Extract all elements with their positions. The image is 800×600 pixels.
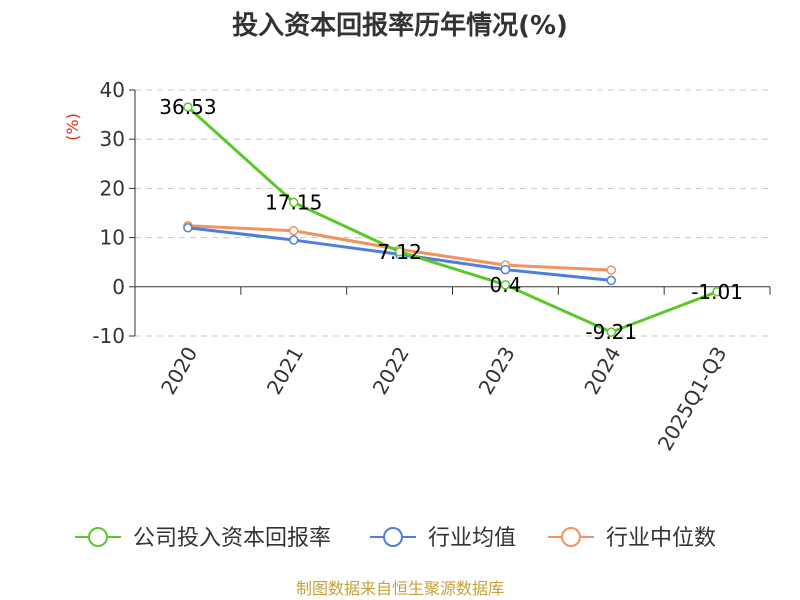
x-tick-label: 2020 <box>156 343 202 399</box>
legend-marker-icon <box>88 527 108 547</box>
x-tick-label: 2025Q1-Q3 <box>653 343 732 455</box>
source-note: 制图数据来自恒生聚源数据库 <box>296 579 504 598</box>
y-tick-label: 40 <box>100 78 125 102</box>
legend-label: 行业中位数 <box>606 526 716 551</box>
data-point <box>183 102 193 112</box>
data-label: 17.15 <box>265 190 322 214</box>
x-tick-label: 2021 <box>262 343 308 399</box>
data-label: -9.21 <box>585 320 637 344</box>
data-label: 0.4 <box>490 273 522 297</box>
y-tick-label: 30 <box>100 127 125 151</box>
y-tick-label: 0 <box>112 275 125 299</box>
data-point <box>289 235 299 245</box>
data-label: -1.01 <box>691 280 743 304</box>
data-point <box>606 265 616 275</box>
legend-label: 公司投入资本回报率 <box>133 526 331 551</box>
legend[interactable]: 公司投入资本回报率 行业均值 行业中位数 <box>75 526 716 551</box>
data-point <box>394 247 405 257</box>
data-point <box>289 197 299 208</box>
data-point <box>606 327 616 337</box>
axes: 40 30 20 10 0 -10 2020 2021 2022 2023 2024 2025Q1-Q… <box>92 78 771 455</box>
grid-lines <box>135 89 770 337</box>
data-labels: 36.53 17.15 7.12 0.4 -9.21 -1.01 <box>159 95 743 344</box>
legend-label: 行业均值 <box>428 526 516 551</box>
data-point <box>289 225 299 236</box>
legend-marker-icon <box>383 527 403 547</box>
legend-item-1[interactable]: 行业均值 <box>370 526 516 551</box>
data-point <box>606 275 616 286</box>
x-tick-label: 2024 <box>579 343 625 399</box>
y-tick-label: 10 <box>100 226 125 250</box>
x-tick-label: 2022 <box>368 343 414 399</box>
data-label: 36.53 <box>159 95 216 119</box>
data-point <box>183 223 193 233</box>
y-tick-label: 20 <box>100 176 125 200</box>
y-tick-label: -10 <box>92 324 125 348</box>
data-point <box>712 287 722 297</box>
data-label: 7.12 <box>377 240 422 264</box>
legend-item-0[interactable]: 公司投入资本回报率 <box>75 526 331 551</box>
legend-marker-icon <box>561 527 581 547</box>
data-point <box>500 264 511 275</box>
y-axis-unit: (%) <box>63 113 82 141</box>
series-line-0 <box>186 105 718 334</box>
legend-item-2[interactable]: 行业中位数 <box>548 526 716 551</box>
chart-title: 投入资本回报率历年情况(%) <box>232 10 568 41</box>
data-point <box>500 280 511 290</box>
x-tick-label: 2023 <box>474 343 520 399</box>
series-lines <box>183 102 722 337</box>
